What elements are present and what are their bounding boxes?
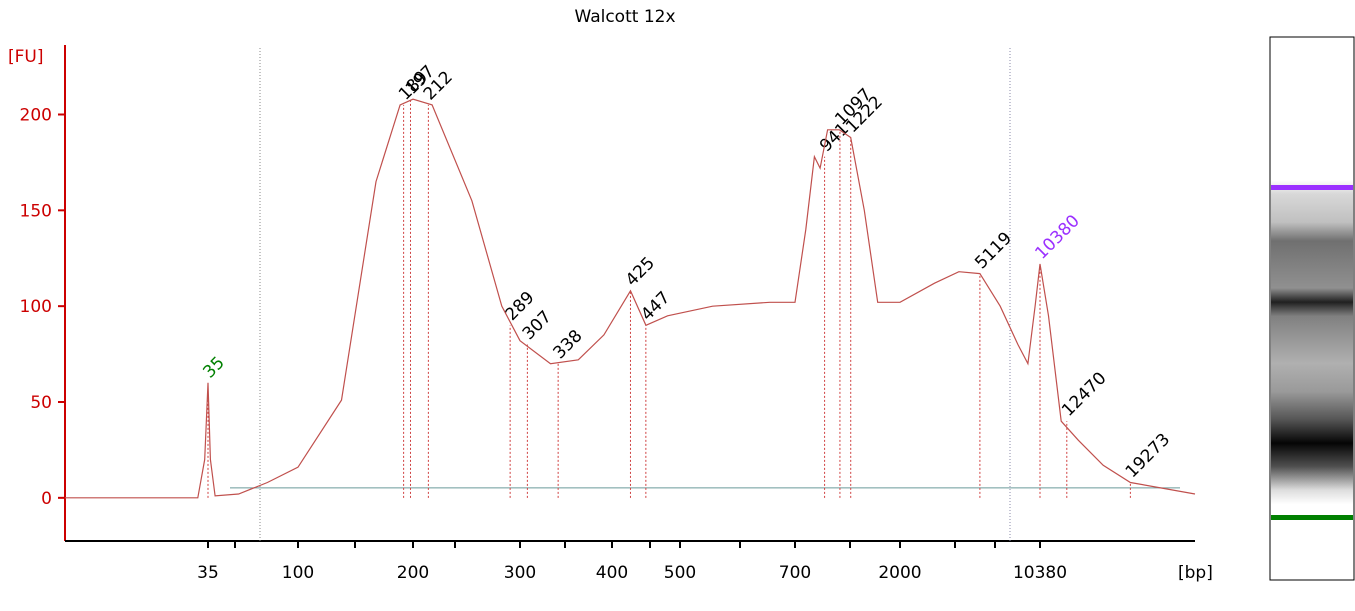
- y-tick-label: 150: [20, 201, 52, 221]
- x-tick-label: 2000: [878, 563, 921, 583]
- gel-upper-marker: [1271, 185, 1353, 190]
- y-tick-label: 50: [30, 393, 52, 413]
- peak-label: 12470: [1058, 368, 1110, 420]
- x-tick-label: 300: [504, 563, 536, 583]
- y-axis-label: [FU]: [8, 47, 44, 67]
- y-tick-label: 200: [20, 106, 52, 126]
- x-tick-label: 35: [197, 563, 219, 583]
- x-tick-label: 500: [664, 563, 696, 583]
- x-axis-label: [bp]: [1178, 563, 1213, 583]
- peak-label: 10380: [1031, 211, 1083, 263]
- peak-label: 35: [199, 353, 228, 382]
- x-tick-label: 10380: [1013, 563, 1067, 583]
- peak-label: 425: [622, 253, 659, 290]
- y-tick-label: 100: [20, 297, 52, 317]
- x-tick-label: 400: [596, 563, 628, 583]
- gel-lane: [1271, 100, 1353, 570]
- x-tick-label: 100: [282, 563, 314, 583]
- gel-lower-marker: [1271, 515, 1353, 520]
- peak-label: 5119: [971, 228, 1016, 273]
- x-tick-label: 700: [779, 563, 811, 583]
- peak-label: 19273: [1122, 430, 1174, 482]
- y-tick-label: 0: [41, 489, 52, 509]
- trace: [65, 98, 1196, 499]
- chart-title: Walcott 12x: [574, 7, 675, 27]
- x-tick-label: 200: [397, 563, 429, 583]
